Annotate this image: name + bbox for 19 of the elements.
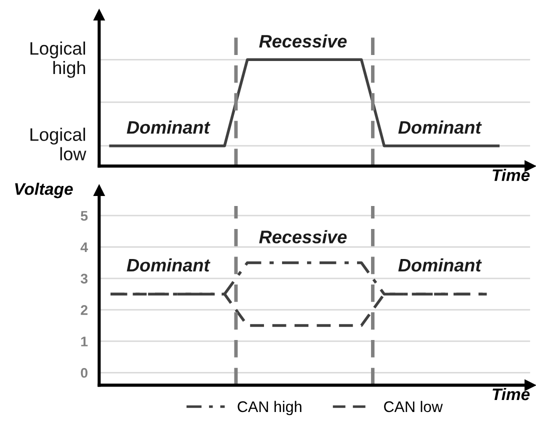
y-tick-label: 4 — [80, 242, 88, 252]
text: Logical high — [30, 42, 86, 78]
y-tick-label: 5 — [80, 211, 88, 221]
x-axis-title: Time — [492, 388, 530, 400]
y-tick-label: 2 — [80, 305, 88, 315]
text: Logical low — [30, 128, 86, 160]
y-tick-label: 3 — [80, 274, 88, 284]
annotation: Dominant — [398, 120, 482, 134]
x-axis-title: Time — [492, 168, 530, 182]
legend-label: CAN low — [384, 400, 443, 412]
annotation: Dominant — [398, 258, 482, 272]
annotation: Dominant — [126, 120, 210, 134]
annotation: Recessive — [259, 230, 347, 244]
y-tick-label: 0 — [80, 368, 88, 378]
y-tick-label: 1 — [81, 336, 88, 346]
legend-label: CAN high — [238, 400, 302, 416]
y-axis-title: Voltage — [15, 182, 73, 198]
text: Recessive — [259, 34, 347, 48]
annotation: Dominant — [126, 258, 210, 272]
